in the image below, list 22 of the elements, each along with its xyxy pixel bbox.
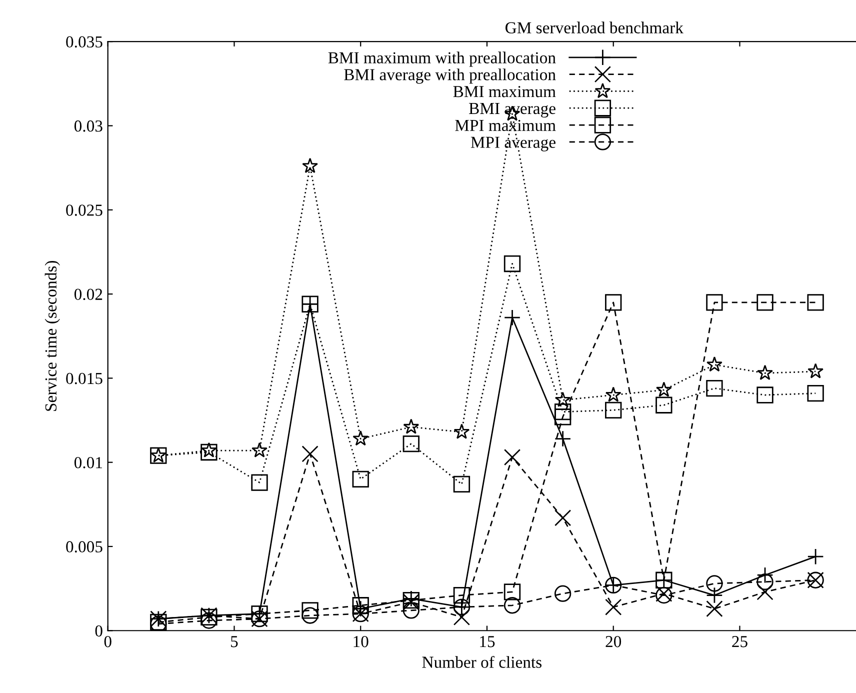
y-tick-label: 0.01 [74,457,102,468]
x-tick-label: 25 [732,636,748,648]
x-tick-label: 10 [354,636,368,648]
y-tick-label: 0 [95,625,102,637]
x-tick-label: 5 [231,636,238,648]
legend-label: BMI maximum [453,86,556,98]
y-tick-label: 0.02 [74,288,102,300]
x-tick-label: 20 [606,636,622,648]
legend-label: BMI average with preallocation [344,68,556,84]
x-tick-label: 15 [480,636,495,648]
y-axis-title: Service time (seconds) [44,260,60,411]
y-tick-label: 0.035 [66,36,102,48]
y-tick-label: 0.005 [66,541,102,552]
y-tick-label: 0.03 [74,120,102,132]
x-axis-title: Number of clients [422,656,542,668]
chart-title: GM serverload benchmark [506,22,684,34]
legend-label: MPI maximum [455,120,556,132]
y-tick-label: 0.015 [66,372,102,384]
legend-label: BMI maximum with preallocation [328,52,556,67]
legend-label: MPI average [470,136,556,152]
y-tick-label: 0.025 [66,204,102,216]
x-tick-label: 0 [104,636,112,648]
